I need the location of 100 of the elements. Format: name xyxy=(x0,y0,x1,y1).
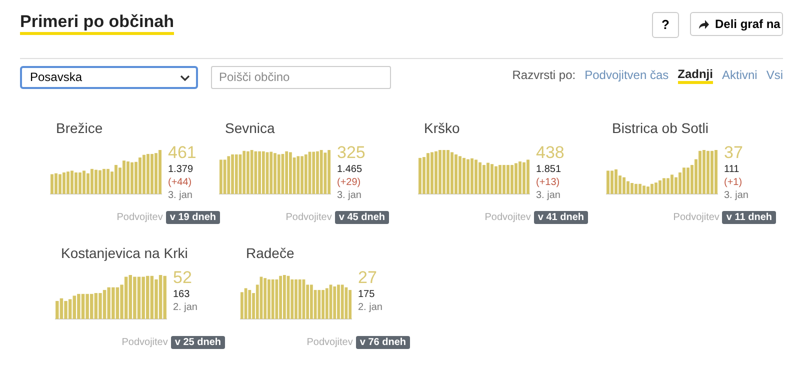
bar xyxy=(163,276,166,319)
text: 325 xyxy=(337,143,366,162)
bar xyxy=(242,150,246,194)
bar xyxy=(438,150,442,194)
bar xyxy=(422,157,426,194)
bar xyxy=(296,156,300,194)
bar xyxy=(626,181,630,194)
bar xyxy=(658,180,662,194)
text: Razvrsti po: xyxy=(512,68,576,82)
text: 2. jan xyxy=(173,302,198,313)
bar xyxy=(150,276,154,319)
bar xyxy=(158,275,162,319)
bar xyxy=(450,152,454,194)
bar xyxy=(654,182,658,194)
bar xyxy=(714,150,718,194)
chart-title: Bistrica ob Sotli xyxy=(612,120,708,136)
bar xyxy=(124,276,128,319)
text: ? xyxy=(662,17,670,32)
bar xyxy=(78,172,82,194)
bar xyxy=(130,162,134,194)
bar xyxy=(102,290,106,319)
bar xyxy=(126,161,130,194)
bar xyxy=(328,150,331,194)
bar xyxy=(333,286,336,319)
bar xyxy=(318,290,321,319)
bar xyxy=(642,186,646,194)
bar xyxy=(86,294,89,319)
bar xyxy=(81,294,85,319)
bar xyxy=(234,154,238,194)
bar xyxy=(77,294,80,319)
bar xyxy=(246,151,250,194)
bar xyxy=(666,178,670,194)
bar xyxy=(482,164,486,194)
bar xyxy=(98,170,102,194)
bar xyxy=(514,163,518,194)
text: 52 xyxy=(173,268,192,287)
bar xyxy=(322,290,324,319)
chart-title: Radeče xyxy=(246,245,294,261)
bar xyxy=(614,169,618,194)
bar xyxy=(285,151,288,194)
bar xyxy=(240,292,244,319)
bar xyxy=(610,170,614,194)
bar xyxy=(478,162,482,194)
bar xyxy=(630,183,634,194)
bar xyxy=(60,298,64,319)
bar xyxy=(102,168,106,194)
bar xyxy=(470,158,474,194)
bar xyxy=(114,164,118,194)
bar xyxy=(686,168,690,194)
bar xyxy=(289,152,292,194)
bar xyxy=(294,279,298,319)
text: v 76 dneh xyxy=(360,337,406,348)
bar xyxy=(254,151,258,194)
bar xyxy=(430,152,434,194)
text: (+44) xyxy=(168,177,192,188)
bar xyxy=(506,164,510,194)
text: 1.465 xyxy=(337,164,362,175)
chart-title: Kostanjevica na Krki xyxy=(61,245,188,261)
bar xyxy=(150,154,154,194)
bar xyxy=(271,279,274,319)
text: Podvojitven čas xyxy=(584,68,669,82)
bar xyxy=(498,164,502,194)
text: 1.851 xyxy=(536,164,562,175)
bar xyxy=(277,154,280,194)
bar xyxy=(64,300,68,319)
text: 2. jan xyxy=(358,302,382,313)
bar xyxy=(248,290,252,319)
bar xyxy=(146,154,150,194)
text: 3. jan xyxy=(168,190,192,201)
bar xyxy=(142,154,146,194)
text: 175 xyxy=(358,289,375,300)
bar xyxy=(137,276,141,319)
text: Podvojitev xyxy=(122,337,168,348)
text: 37 xyxy=(724,143,743,162)
bar xyxy=(310,284,313,319)
chart-title: Krško xyxy=(424,120,460,136)
text: v 11 dneh xyxy=(726,212,772,223)
text: v 25 dneh xyxy=(174,337,221,348)
bar xyxy=(58,174,62,194)
bar xyxy=(219,160,222,194)
bar xyxy=(268,279,270,319)
bar xyxy=(264,278,267,319)
bar xyxy=(138,157,142,194)
bar xyxy=(300,156,304,194)
bar xyxy=(90,168,94,194)
bar xyxy=(522,162,526,194)
bar xyxy=(158,150,162,194)
bar xyxy=(698,150,702,194)
bar xyxy=(312,152,316,194)
bar xyxy=(682,168,686,194)
bar xyxy=(82,170,86,194)
text: 111 xyxy=(724,164,740,175)
text: (+13) xyxy=(536,177,560,188)
text: 438 xyxy=(536,143,564,162)
bar xyxy=(290,279,294,319)
bar xyxy=(502,164,506,194)
chart-title: Sevnica xyxy=(225,120,275,136)
bar xyxy=(154,279,158,319)
bar xyxy=(454,154,458,194)
bar xyxy=(646,186,650,194)
